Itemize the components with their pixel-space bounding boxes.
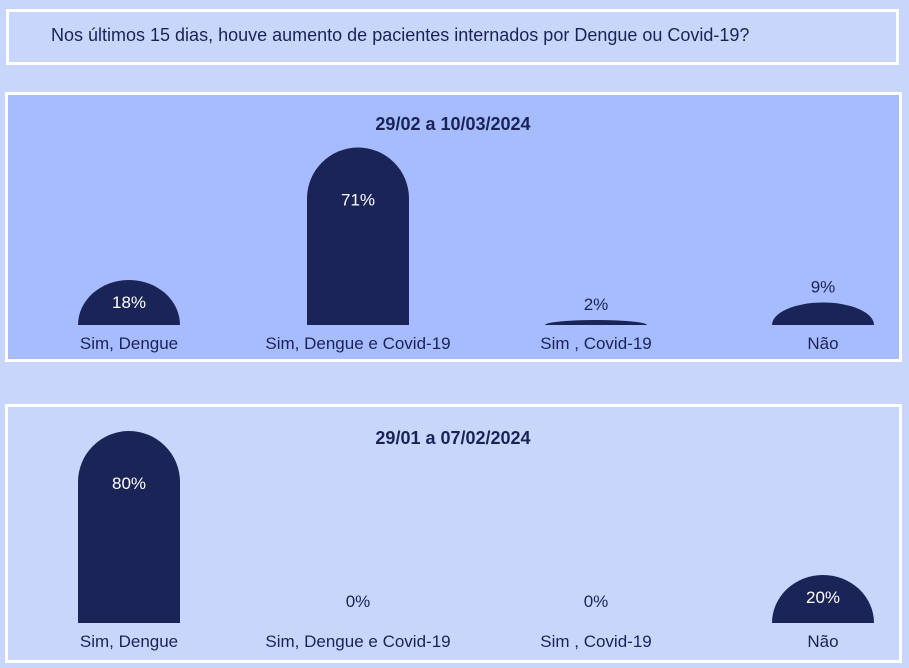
value-label: 18%	[112, 293, 146, 312]
value-label: 2%	[584, 295, 609, 314]
bar	[772, 302, 874, 325]
category-label: Sim, Dengue e Covid-19	[265, 334, 450, 353]
bar	[772, 575, 874, 623]
value-label: 20%	[806, 588, 840, 607]
value-label: 71%	[341, 191, 375, 210]
category-label: Sim , Covid-19	[540, 334, 651, 353]
chart-panel-1: 29/02 a 10/03/2024 18% Sim, Dengue 71% Sim, …	[5, 92, 902, 362]
chart-title: 29/02 a 10/03/2024	[375, 114, 530, 134]
category-label: Não	[807, 632, 838, 651]
question-box: Nos últimos 15 dias, houve aumento de pa…	[6, 9, 899, 65]
value-label: 80%	[112, 474, 146, 493]
chart-panel-2: 29/01 a 07/02/2024 80% Sim, Dengue 0% Sim, D…	[5, 404, 902, 663]
value-label: 0%	[584, 592, 609, 611]
bar	[78, 431, 180, 623]
bar-chart-2: 29/01 a 07/02/2024 80% Sim, Dengue 0% Sim, D…	[78, 428, 874, 651]
value-label: 9%	[811, 278, 836, 297]
bar	[78, 280, 180, 325]
bar	[307, 147, 409, 325]
category-label: Sim, Dengue e Covid-19	[265, 632, 450, 651]
question-text: Nos últimos 15 dias, houve aumento de pa…	[51, 25, 750, 45]
category-label: Sim , Covid-19	[540, 632, 651, 651]
bar-chart-1: 29/02 a 10/03/2024 18% Sim, Dengue 71% Sim, …	[78, 114, 874, 353]
value-label: 0%	[346, 592, 371, 611]
category-label: Não	[807, 334, 838, 353]
chart-title: 29/01 a 07/02/2024	[375, 428, 530, 448]
category-label: Sim, Dengue	[80, 334, 178, 353]
bar	[545, 320, 647, 325]
category-label: Sim, Dengue	[80, 632, 178, 651]
